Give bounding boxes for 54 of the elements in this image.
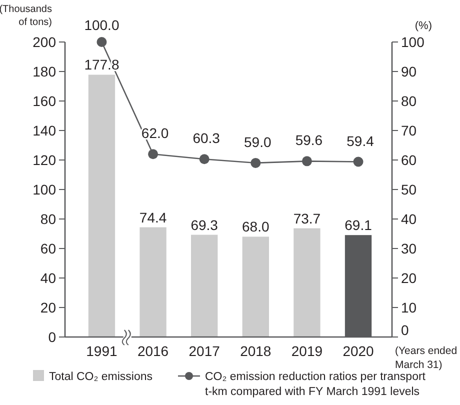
y-axis-title: (Thousands of tons) [0,4,52,28]
data-label: 100.0 [84,17,120,33]
y-tick-label: 180 [32,64,56,80]
data-label: 59.0 [244,134,272,150]
point [199,154,210,164]
x-axis-title: (Years ended March 31) [395,345,458,371]
x-tick-label: 2018 [240,343,272,359]
x-tick-label: 2016 [137,343,169,359]
point [250,158,261,168]
y2-tick-label: 0 [401,322,409,338]
x-tick-label: 1991 [86,343,118,359]
y2-tick-label: 40 [401,211,417,227]
y-tick-label: 200 [32,34,56,50]
data-label: 68.0 [242,218,270,235]
y-tick-label: 40 [40,270,56,286]
legend-label: CO₂ emission reduction ratios per transport t-km compared with FY March 1991 levels [205,371,426,398]
y-tick-label: 120 [32,152,56,168]
y2-tick-label: 70 [401,122,417,138]
y2-tick-label: 60 [401,152,417,168]
y-tick-label: 60 [40,240,56,256]
x-tick-label: 2020 [342,343,374,359]
bar [242,236,269,337]
y2-tick-label: 30 [401,240,417,256]
y-tick-label: 140 [32,122,56,138]
point [353,156,364,167]
x-tick-label: 2019 [291,343,323,359]
y-tick-label: 20 [40,300,56,316]
bar [191,234,218,337]
point [96,37,107,47]
y-tick-label: 0 [48,329,56,345]
y-tick-label: 100 [32,182,56,198]
y2-tick-label: 100 [401,34,425,50]
data-label: 74.4 [139,209,167,226]
bar [88,74,116,337]
point [148,149,158,160]
data-label: 59.6 [295,132,323,148]
y-tick-label: 80 [40,211,56,227]
y2-tick-label: 50 [401,182,417,198]
y-tick-label: 160 [32,93,56,109]
data-label: 73.7 [293,210,321,226]
y2-tick-label: 10 [401,300,417,316]
bar [294,228,320,337]
y2-tick-label: 90 [401,64,417,80]
data-label: 59.4 [346,132,374,149]
y2-tick-label: 20 [401,270,417,286]
bar [140,227,166,337]
x-tick-label: 2017 [188,343,220,359]
y2-axis-title: (%) [414,20,432,32]
data-label: 69.3 [190,216,218,233]
data-label: 69.1 [344,217,372,234]
data-label: 60.3 [192,130,220,146]
y2-tick-label: 80 [401,93,417,109]
legend-label: Total CO₂ emissions [49,371,153,383]
point [302,156,312,166]
